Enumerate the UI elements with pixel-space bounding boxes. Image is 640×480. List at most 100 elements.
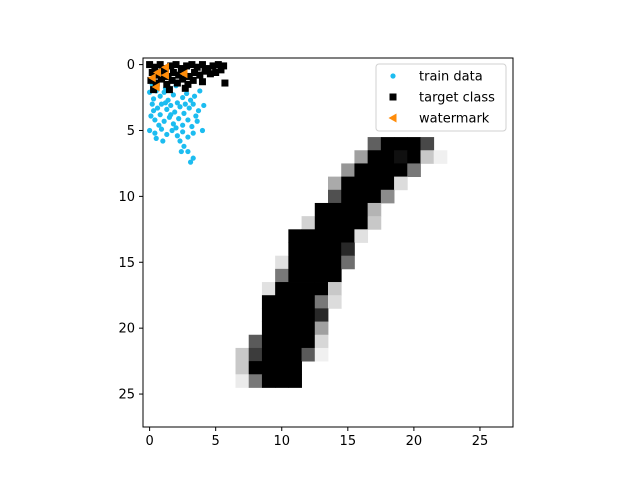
image-cell bbox=[235, 374, 250, 388]
image-cell bbox=[394, 137, 408, 151]
image-cell bbox=[328, 295, 342, 309]
data-point bbox=[158, 75, 165, 83]
data-point bbox=[160, 70, 169, 80]
data-point bbox=[153, 135, 159, 141]
x-tick-label: 25 bbox=[472, 434, 489, 449]
data-point bbox=[150, 96, 157, 102]
y-tick-label: 5 bbox=[127, 124, 135, 139]
image-cell bbox=[354, 150, 369, 164]
data-point bbox=[157, 112, 163, 118]
data-point bbox=[186, 105, 192, 111]
image-cell bbox=[261, 295, 276, 309]
image-cell bbox=[341, 242, 355, 257]
image-cell bbox=[301, 334, 316, 349]
image-cell bbox=[328, 189, 342, 204]
data-point bbox=[147, 73, 156, 83]
image-cell bbox=[367, 216, 382, 230]
axes-frame bbox=[142, 57, 514, 428]
data-point bbox=[177, 104, 183, 110]
image-cell bbox=[301, 268, 316, 283]
image-cell bbox=[394, 150, 408, 164]
legend-marker-train-data bbox=[390, 73, 396, 79]
image-cell bbox=[314, 282, 329, 296]
data-point bbox=[183, 62, 191, 70]
image-cell bbox=[380, 163, 395, 178]
axes-ticks: 0 5 10 15 20 25 0 5 10 15 20 25 bbox=[118, 57, 514, 449]
series-watermark bbox=[147, 62, 188, 92]
image-cell bbox=[261, 282, 276, 296]
data-point bbox=[151, 82, 160, 92]
data-point bbox=[174, 100, 180, 106]
image-cell bbox=[301, 321, 316, 336]
image-cell bbox=[275, 321, 289, 336]
image-cell bbox=[288, 255, 302, 270]
data-point bbox=[169, 127, 175, 134]
data-point bbox=[179, 69, 188, 79]
image-cell bbox=[354, 176, 369, 191]
legend: train data target class watermark bbox=[375, 63, 507, 132]
data-point bbox=[185, 134, 191, 140]
data-point bbox=[180, 129, 186, 135]
data-point bbox=[198, 61, 206, 69]
data-point bbox=[168, 112, 174, 118]
image-cell bbox=[341, 255, 355, 270]
image-cell bbox=[261, 361, 276, 375]
data-point bbox=[152, 130, 158, 136]
image-cell bbox=[380, 150, 395, 164]
data-point bbox=[150, 86, 158, 94]
data-point bbox=[172, 61, 180, 69]
image-cell bbox=[380, 189, 395, 204]
markers-layer bbox=[146, 61, 229, 165]
image-cell bbox=[328, 242, 342, 257]
data-point bbox=[180, 67, 188, 75]
image-cell bbox=[367, 137, 382, 151]
data-point bbox=[162, 100, 169, 106]
data-point bbox=[195, 108, 202, 114]
image-cell bbox=[275, 374, 289, 388]
data-point bbox=[221, 79, 229, 87]
data-point bbox=[158, 126, 165, 132]
data-point bbox=[187, 97, 194, 103]
data-point bbox=[187, 159, 194, 165]
data-point bbox=[178, 148, 184, 155]
image-cell bbox=[420, 150, 435, 164]
image-cell bbox=[314, 308, 329, 322]
image-cell bbox=[301, 308, 316, 322]
image-cell bbox=[275, 295, 289, 309]
image-cell bbox=[394, 176, 408, 191]
image-cell bbox=[301, 255, 316, 270]
data-point bbox=[158, 101, 165, 107]
data-point bbox=[157, 93, 163, 99]
data-point bbox=[193, 63, 201, 71]
data-point bbox=[184, 80, 192, 88]
data-point bbox=[181, 143, 187, 149]
image-cell bbox=[288, 229, 302, 243]
image-cell bbox=[354, 163, 369, 178]
data-point bbox=[169, 69, 177, 76]
image-cell bbox=[314, 334, 329, 349]
data-point bbox=[147, 76, 155, 84]
data-point bbox=[201, 102, 207, 109]
data-point bbox=[191, 93, 198, 99]
image-cell bbox=[235, 361, 250, 375]
data-point bbox=[147, 127, 153, 134]
image-cell bbox=[275, 347, 289, 362]
data-point bbox=[179, 75, 187, 83]
data-point bbox=[154, 71, 162, 79]
image-cell bbox=[301, 295, 316, 309]
x-tick-label: 10 bbox=[273, 434, 290, 449]
data-point bbox=[188, 61, 196, 69]
image-cell bbox=[420, 137, 435, 151]
data-point bbox=[190, 101, 196, 107]
image-cell bbox=[341, 176, 355, 191]
data-point bbox=[182, 101, 188, 107]
data-point bbox=[168, 76, 176, 84]
data-point bbox=[190, 130, 196, 136]
image-cell bbox=[354, 202, 369, 217]
image-cell bbox=[380, 176, 395, 191]
data-point bbox=[197, 88, 203, 94]
image-cell bbox=[301, 347, 316, 362]
image-cell bbox=[288, 334, 302, 349]
legend-marker-watermark bbox=[388, 113, 397, 123]
image-cell bbox=[314, 255, 329, 270]
